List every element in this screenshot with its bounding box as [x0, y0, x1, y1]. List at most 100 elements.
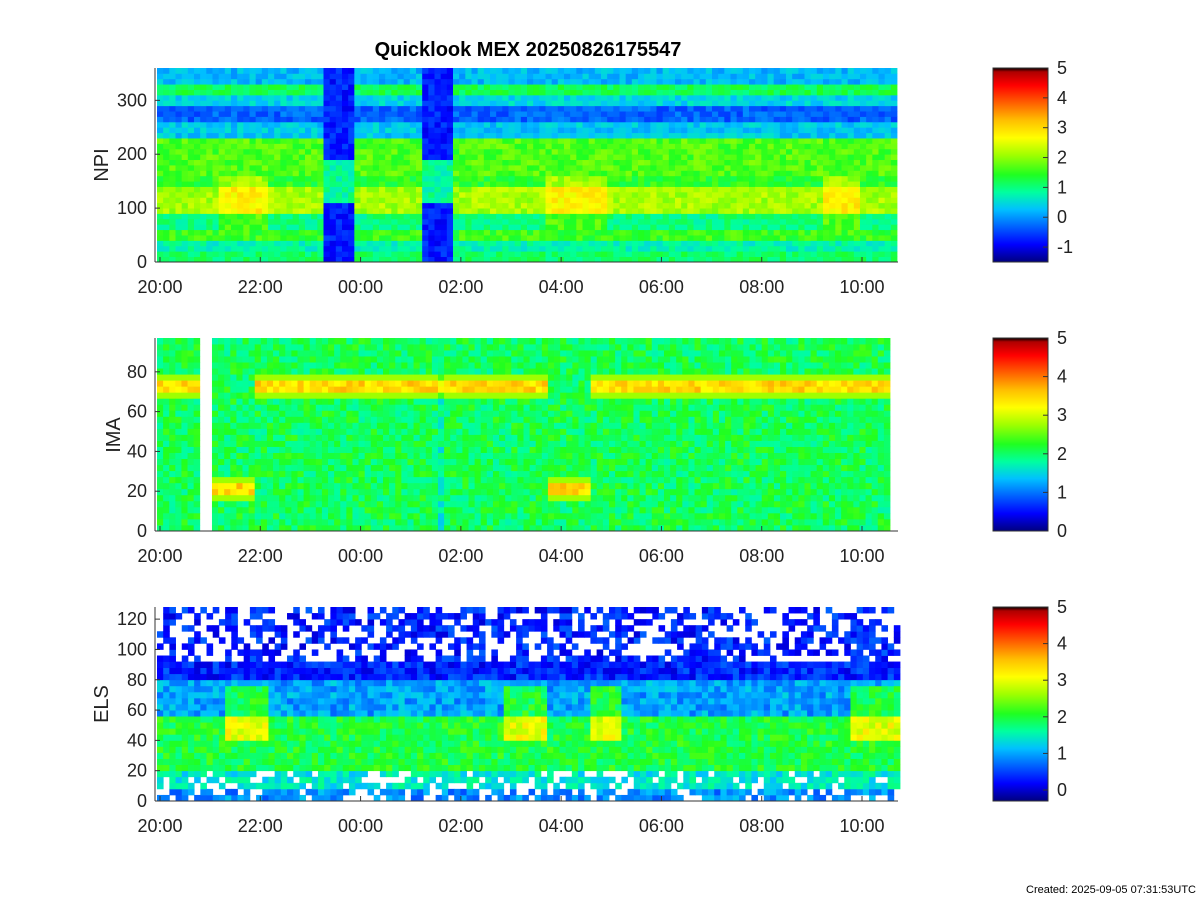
heatmap-cell [274, 175, 281, 182]
heatmap-cell [650, 84, 657, 90]
heatmap-cell [631, 202, 639, 209]
heatmap-cell [564, 143, 571, 150]
heatmap-cell [767, 105, 775, 112]
heatmap-cell [829, 148, 836, 155]
heatmap-cell [644, 111, 651, 117]
heatmap-cell [317, 191, 324, 198]
heatmap-cell [428, 165, 435, 171]
heatmap-cell [823, 143, 830, 150]
heatmap-cell [342, 68, 349, 74]
heatmap-cell [279, 458, 286, 466]
heatmap-cell [724, 143, 731, 150]
heatmap-cell [749, 73, 756, 80]
heatmap-cell [298, 154, 306, 161]
heatmap-cell [773, 197, 781, 204]
heatmap-cell [224, 374, 231, 381]
heatmap-cell [194, 89, 201, 96]
heatmap-cell [465, 116, 472, 123]
heatmap-cell [601, 111, 608, 117]
heatmap-cell [348, 240, 355, 247]
heatmap-cell [662, 256, 670, 263]
heatmap-cell [193, 428, 201, 435]
heatmap-cell [292, 143, 300, 150]
heatmap-cell [533, 213, 540, 220]
heatmap-cell [798, 89, 805, 96]
heatmap-cell [169, 356, 176, 363]
heatmap-cell [570, 138, 577, 144]
heatmap-cell [181, 512, 188, 520]
heatmap-cell [317, 224, 324, 231]
heatmap-cell [236, 392, 243, 399]
heatmap-cell [428, 197, 435, 204]
heatmap-cell [514, 165, 522, 171]
heatmap-cell [631, 191, 639, 198]
heatmap-cell [342, 116, 349, 123]
heatmap-cell [224, 512, 231, 520]
heatmap-cell [311, 84, 318, 90]
heatmap-cell [348, 202, 355, 209]
heatmap-cell [298, 84, 306, 90]
heatmap-cell [342, 208, 349, 214]
heatmap-cell [545, 105, 553, 112]
heatmap-cell [656, 73, 664, 80]
heatmap-cell [638, 218, 645, 225]
heatmap-cell [872, 165, 879, 171]
heatmap-cell [348, 165, 355, 171]
heatmap-cell [829, 116, 836, 123]
heatmap-cell [724, 78, 731, 85]
heatmap-cell [687, 251, 694, 258]
heatmap-cell [397, 138, 405, 144]
heatmap-cell [853, 229, 861, 236]
heatmap-cell [539, 105, 546, 112]
heatmap-cell [175, 482, 182, 490]
heatmap-cell [551, 170, 559, 177]
heatmap-cell [194, 175, 201, 182]
heatmap-cell [816, 94, 824, 101]
heatmap-cell [224, 482, 231, 490]
heatmap-cell [224, 362, 231, 369]
heatmap-cell [798, 68, 805, 74]
heatmap-cell [391, 165, 398, 171]
heatmap-cell [841, 175, 849, 182]
heatmap-cell [582, 245, 590, 252]
heatmap-cell [218, 380, 225, 387]
heatmap-cell [298, 218, 306, 225]
heatmap-cell [792, 256, 799, 263]
heatmap-cell [792, 170, 799, 177]
heatmap-cell [157, 470, 164, 478]
heatmap-cell [403, 121, 411, 128]
heatmap-cell [656, 148, 664, 155]
heatmap-cell [181, 89, 189, 96]
heatmap-cell [718, 175, 725, 182]
heatmap-cell [409, 138, 417, 144]
heatmap-cell [323, 245, 331, 252]
heatmap-cell [736, 245, 744, 252]
heatmap-cell [884, 181, 892, 187]
heatmap-cell [650, 175, 657, 182]
heatmap-cell [668, 251, 676, 258]
heatmap-cell [237, 73, 244, 80]
heatmap-cell [163, 197, 170, 204]
heatmap-cell [181, 202, 189, 209]
heatmap-cell [206, 256, 213, 263]
heatmap-cell [496, 235, 503, 241]
heatmap-cell [434, 148, 442, 155]
heatmap-cell [810, 121, 818, 128]
heatmap-cell [187, 512, 195, 520]
heatmap-cell [329, 116, 337, 123]
heatmap-cell [705, 127, 713, 134]
heatmap-cell [502, 127, 509, 134]
heatmap-cell [169, 73, 176, 80]
heatmap-cell [193, 488, 201, 496]
heatmap-cell [169, 240, 176, 247]
heatmap-cell [230, 434, 237, 441]
heatmap-cell [724, 235, 731, 241]
heatmap-cell [428, 181, 435, 187]
heatmap-cell [613, 159, 620, 166]
heatmap-cell [261, 111, 269, 117]
heatmap-cell [260, 386, 268, 393]
heatmap-cell [169, 422, 176, 429]
heatmap-cell [428, 116, 435, 123]
heatmap-cell [798, 202, 805, 209]
heatmap-cell [366, 138, 374, 144]
